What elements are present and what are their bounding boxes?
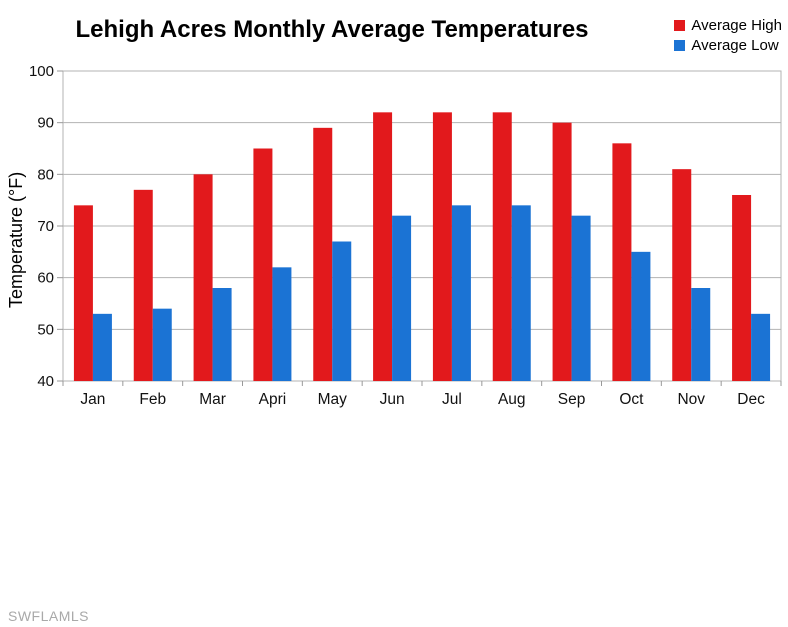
x-tick-label: Apri [259, 391, 287, 408]
y-tick-label: 60 [37, 270, 54, 287]
bar-average-high-nov [672, 169, 692, 381]
watermark: SWFLAMLS [8, 608, 90, 624]
bar-average-high-apri [253, 148, 273, 381]
chart-title: Lehigh Acres Monthly Average Temperature… [75, 16, 589, 43]
bar-average-high-may [313, 127, 333, 381]
x-tick-label: May [318, 391, 348, 408]
y-tick-label: 90 [37, 115, 54, 132]
bar-average-high-feb [133, 189, 153, 381]
x-tick-label: Jul [442, 391, 462, 408]
bar-average-low-mar [212, 288, 232, 381]
bar-average-low-jun [392, 215, 412, 381]
bar-average-low-sep [571, 215, 591, 381]
bar-average-high-dec [732, 195, 752, 381]
x-tick-label: Sep [558, 391, 586, 408]
legend-swatch-low [674, 40, 686, 51]
bar-average-high-jun [373, 112, 393, 381]
bar-average-high-mar [193, 174, 213, 381]
bar-average-low-dec [751, 313, 771, 381]
legend-label-low: Average Low [691, 37, 779, 54]
bar-average-high-aug [492, 112, 512, 381]
x-tick-label: Mar [199, 391, 226, 408]
y-tick-label: 50 [37, 321, 54, 338]
x-tick-label: Feb [139, 391, 166, 408]
legend-swatch-high [674, 20, 686, 31]
x-tick-label: Jun [380, 391, 405, 408]
legend-item-average-low: Average Low [674, 37, 782, 54]
bar-average-low-jul [451, 205, 471, 381]
x-tick-label: Jan [80, 391, 105, 408]
bar-average-low-nov [691, 288, 711, 381]
bar-average-high-sep [552, 122, 572, 382]
bar-average-low-feb [152, 308, 172, 381]
bar-average-low-jan [92, 313, 112, 381]
x-tick-label: Dec [737, 391, 765, 408]
bar-average-low-oct [631, 251, 651, 381]
legend-label-high: Average High [691, 17, 782, 34]
bar-average-low-may [332, 241, 352, 381]
bar-average-high-jan [73, 205, 93, 381]
bar-average-high-oct [612, 143, 632, 381]
bar-average-high-jul [432, 112, 452, 381]
legend: Average High Average Low [674, 17, 782, 54]
y-tick-label: 70 [37, 218, 54, 235]
y-tick-label: 80 [37, 166, 54, 183]
x-tick-label: Aug [498, 391, 526, 408]
x-tick-label: Nov [677, 391, 705, 408]
x-tick-label: Oct [619, 391, 644, 408]
y-tick-label: 100 [29, 63, 54, 80]
bar-average-low-aug [511, 205, 531, 381]
y-tick-label: 40 [37, 373, 54, 390]
bar-average-low-apri [272, 267, 292, 381]
legend-item-average-high: Average High [674, 17, 782, 34]
